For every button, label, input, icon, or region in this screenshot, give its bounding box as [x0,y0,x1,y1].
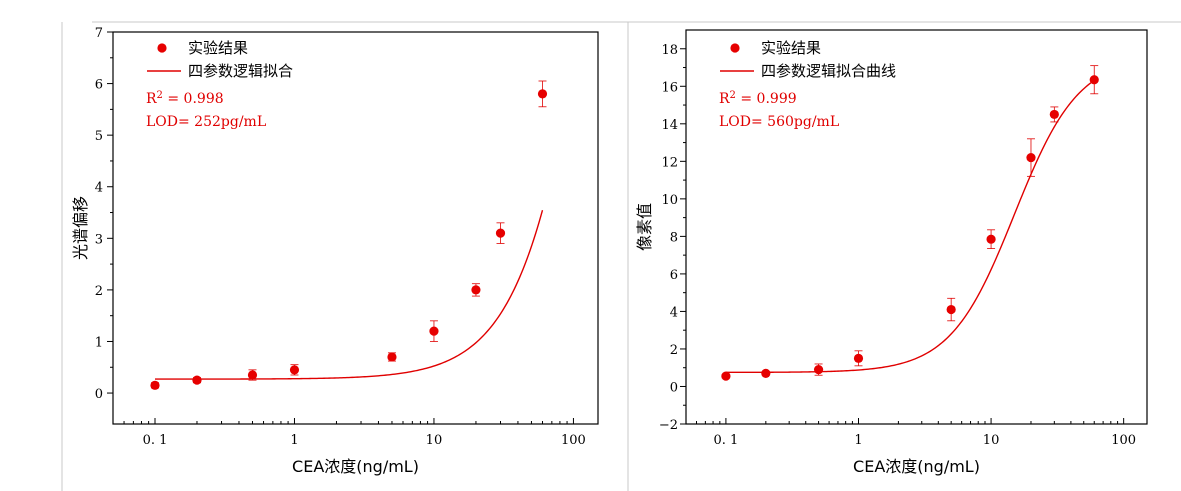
data-point [192,375,202,385]
x-tick-label: 0. 1 [143,433,168,448]
lod-text: LOD= 252pg/mL [146,114,266,130]
y-tick-label: 2 [95,284,103,299]
legend-fit-label: 四参数逻辑拟合曲线 [761,62,896,80]
chart-panel-right: 0. 1 1 10 100 −2 0 2 4 6 8 10 12 14 16 18 CEA浓度(ng/mL) 像… [635,29,1148,476]
data-point [1026,152,1036,163]
y-tick-label: 0 [95,387,103,402]
y-axis-title: 像素值 [635,203,654,251]
data-point [495,228,506,238]
y-tick-label: 12 [661,155,678,170]
y-tick-label: 6 [95,78,103,93]
data-point [471,285,481,295]
plot-frame [685,29,1148,425]
data-point [946,304,956,315]
x-tick-label: 100 [1111,433,1136,448]
legend-points-label: 实验结果 [761,39,821,57]
fit-curve [725,79,1095,374]
legend-point-marker [157,43,167,53]
x-tick-label: 100 [561,433,586,448]
data-point [150,380,160,390]
data-point [429,326,439,336]
y-tick-label: 16 [661,80,678,95]
y-tick-label: 0 [670,380,678,395]
data-point [761,368,771,378]
y-tick-label: 14 [661,118,678,133]
y-tick-label: 6 [670,268,678,283]
data-point [1089,75,1099,85]
x-tick-label: 0. 1 [714,433,739,448]
y-tick-label: −2 [659,418,678,433]
y-tick-label: 18 [661,43,678,58]
x-tick-label: 10 [426,433,443,448]
legend-point-marker [730,43,740,53]
y-axis-title: 光谱偏移 [71,196,90,260]
y-tick-label: 8 [670,230,678,245]
legend-fit-label: 四参数逻辑拟合 [188,62,293,80]
x-tick-label: 1 [854,433,862,448]
data-point [247,370,258,380]
y-tick-label: 2 [670,343,678,358]
y-tick-label: 3 [95,232,103,247]
y-tick-label: 1 [95,335,103,350]
y-tick-label: 4 [670,305,678,320]
x-tick-label: 10 [983,433,1000,448]
r-squared-text: R2 = 0.999 [719,90,797,108]
data-point [289,365,300,375]
data-point [537,89,548,99]
data-point [813,364,824,375]
x-tick-label: 1 [290,433,298,448]
y-tick-label: 10 [661,193,678,208]
data-point [721,371,731,381]
y-tick-label: 5 [95,129,103,144]
y-tick-label: 4 [95,181,103,196]
fit-curve [154,209,544,380]
data-point [986,234,996,244]
lod-text: LOD= 560pg/mL [719,114,839,130]
chart-panel-left: 0. 1 1 10 100 0 1 2 3 4 5 6 7 CEA浓度(ng/mL) 光谱偏移 实验结果四参… [71,26,599,476]
x-axis-title: CEA浓度(ng/mL) [292,457,419,476]
x-axis-title: CEA浓度(ng/mL) [853,457,980,476]
data-point [853,353,864,363]
data-point [387,352,397,362]
data-point [1049,109,1059,120]
plot-frame [112,31,599,425]
r-squared-text: R2 = 0.998 [146,90,224,108]
y-tick-label: 7 [95,26,103,41]
legend-points-label: 实验结果 [188,39,248,57]
